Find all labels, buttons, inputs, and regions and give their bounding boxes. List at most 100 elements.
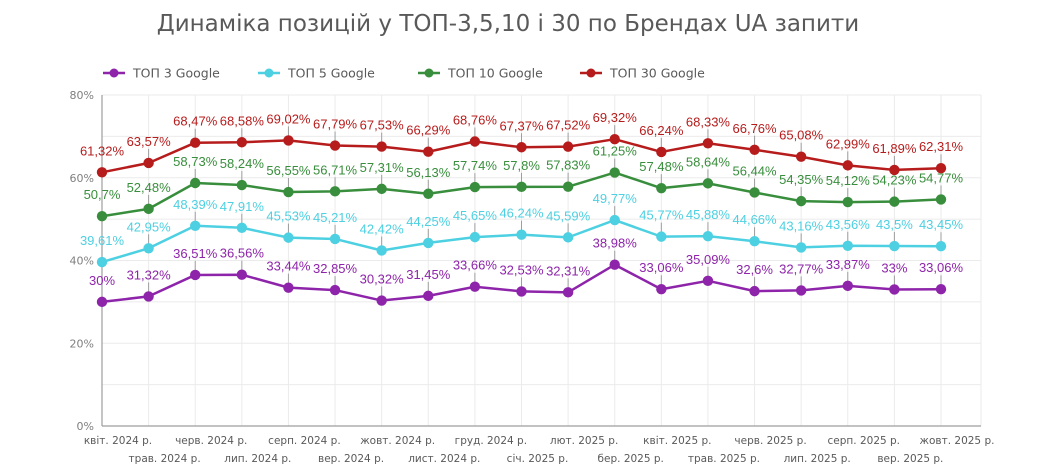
data-point: [376, 295, 387, 306]
data-label: 45,21%: [313, 210, 358, 225]
data-label: 54,77%: [919, 170, 964, 185]
data-label: 45,77%: [639, 208, 684, 223]
data-point: [469, 181, 481, 193]
data-point: [656, 182, 667, 194]
data-label: 62,31%: [919, 139, 964, 154]
data-label: 54,23%: [872, 173, 917, 188]
data-label: 45,65%: [453, 208, 498, 223]
data-label: 45,59%: [546, 208, 591, 223]
data-point: [842, 280, 853, 292]
data-point: [376, 245, 387, 256]
data-point: [795, 151, 807, 162]
data-point: [609, 167, 620, 178]
data-label: 61,89%: [872, 141, 917, 156]
data-point: [749, 285, 760, 297]
data-label: 58,64%: [686, 154, 731, 169]
data-point: [96, 296, 108, 308]
data-label: 67,79%: [313, 117, 358, 132]
data-point: [329, 140, 341, 151]
data-label: 32,6%: [736, 262, 773, 277]
data-point: [656, 284, 667, 295]
data-point: [889, 240, 900, 252]
data-point: [702, 178, 714, 189]
data-label: 62,99%: [826, 136, 871, 151]
data-label: 43,56%: [826, 217, 871, 232]
data-point: [562, 232, 574, 243]
legend-marker: [264, 68, 274, 78]
data-point: [283, 282, 294, 293]
data-label: 33,06%: [639, 260, 684, 275]
data-point: [423, 237, 434, 249]
data-label: 36,56%: [220, 246, 265, 261]
data-label: 33,44%: [266, 259, 311, 274]
data-point: [609, 259, 620, 270]
data-label: 68,76%: [453, 113, 498, 128]
data-label: 66,76%: [733, 121, 778, 136]
y-tick-label: 0%: [77, 420, 94, 433]
x-axis: квіт. 2024 р. трав. 2024 р. черв. 2024 р. л…: [84, 425, 995, 465]
data-point: [236, 222, 248, 233]
data-point: [96, 211, 108, 222]
data-label: 67,37%: [499, 118, 544, 133]
data-label: 49,77%: [593, 191, 638, 206]
data-label: 31,32%: [127, 267, 172, 282]
data-label: 56,55%: [266, 163, 311, 178]
data-point: [516, 181, 527, 193]
series-топ-10-google: 50,7% 52,48%58,73% 58,24% 56,55% 56,71% 57,31…: [84, 144, 964, 222]
data-label: 61,25%: [593, 144, 638, 159]
data-label: 47,91%: [220, 199, 265, 214]
legend-item: ТОП 30 Google: [580, 66, 705, 81]
x-tick-label: лип. 2024 р.: [224, 453, 291, 465]
data-point: [935, 241, 947, 252]
data-point: [702, 138, 714, 149]
legend-item: ТОП 3 Google: [103, 66, 220, 81]
x-tick-label: вер. 2025 р.: [877, 453, 943, 465]
x-tick-label: жовт. 2025 р.: [920, 435, 995, 447]
data-label: 54,35%: [779, 172, 824, 187]
data-label: 39,61%: [80, 233, 125, 248]
data-label: 66,29%: [406, 123, 451, 138]
data-point: [842, 196, 853, 208]
data-label: 33,06%: [919, 260, 964, 275]
series-топ-30-google: 61,32%63,57%68,47% 68,58% 69,02% 67,79% 67,5…: [80, 110, 964, 178]
series-топ-5-google: 39,61%42,95%48,39% 47,91%45,53% 45,21%42,4…: [80, 191, 963, 268]
data-label: 65,08%: [779, 128, 824, 143]
data-point: [562, 287, 574, 298]
data-label: 67,53%: [360, 118, 405, 133]
data-point: [609, 214, 620, 226]
data-point: [190, 269, 201, 281]
data-point: [656, 146, 667, 158]
x-tick-label: черв. 2024 р.: [175, 435, 247, 447]
data-point: [889, 196, 900, 207]
data-label: 52,48%: [127, 180, 172, 195]
data-label: 50,7%: [84, 187, 121, 202]
data-point: [143, 157, 154, 169]
data-point: [702, 230, 714, 242]
data-point: [562, 141, 574, 152]
legend: ТОП 3 Google ТОП 5 Google ТОП 10 Google ТОП…: [103, 66, 705, 81]
y-tick-label: 40%: [70, 255, 94, 268]
data-label: 43,5%: [876, 217, 913, 232]
chart-title: Динаміка позицій у ТОП-3,5,10 і 30 по Бр…: [157, 11, 860, 37]
data-label: 68,33%: [686, 114, 731, 129]
data-label: 38,98%: [593, 236, 638, 251]
x-tick-label: лют. 2025 р.: [550, 435, 618, 447]
data-label: 36,51%: [173, 246, 218, 261]
data-point: [329, 284, 341, 296]
data-point: [516, 229, 527, 240]
data-label: 54,12%: [826, 173, 871, 188]
x-tick-label: черв. 2025 р.: [734, 435, 806, 447]
data-label: 57,48%: [639, 159, 684, 174]
data-label: 63,57%: [127, 134, 172, 149]
data-label: 44,25%: [406, 214, 451, 229]
legend-label: ТОП 3 Google: [132, 66, 220, 81]
data-point: [469, 136, 481, 147]
data-point: [795, 195, 807, 207]
data-label: 57,8%: [503, 158, 540, 173]
data-point: [283, 232, 294, 243]
data-point: [190, 137, 201, 148]
data-label: 32,31%: [546, 263, 591, 278]
data-label: 48,39%: [173, 197, 218, 212]
data-point: [236, 137, 248, 148]
